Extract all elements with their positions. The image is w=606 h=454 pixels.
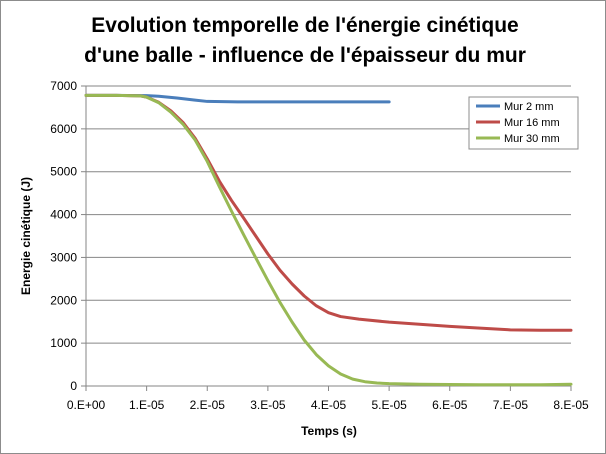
series-lines (84, 93, 573, 387)
x-tick-label: 6.E-05 (432, 398, 468, 412)
legend-label-3: Mur 30 mm (504, 133, 560, 145)
x-tick-label: 7.E-05 (493, 398, 529, 412)
legend: Mur 2 mm Mur 16 mm Mur 30 mm (468, 96, 579, 150)
x-tick-label: 1.E-05 (129, 398, 165, 412)
y-tick-label: 2000 (50, 293, 77, 307)
legend-label-2: Mur 16 mm (504, 117, 560, 129)
y-tick-label: 3000 (50, 250, 77, 264)
y-tick-label: 1000 (50, 336, 77, 350)
x-tick-label: 8.E-05 (553, 398, 589, 412)
y-axis-title: Energie cinétique (J) (19, 177, 33, 295)
legend-label-1: Mur 2 mm (504, 101, 554, 113)
x-tick-label: 4.E-05 (311, 398, 347, 412)
chart-title: Evolution temporelle de l'énergie cinéti… (84, 14, 526, 67)
x-tick-label: 2.E-05 (190, 398, 226, 412)
x-tick-label: 0.E+00 (67, 398, 106, 412)
x-tick-label: 5.E-05 (371, 398, 407, 412)
x-tick-label: 3.E-05 (250, 398, 286, 412)
chart-title-line-1: Evolution temporelle de l'énergie cinéti… (91, 14, 518, 37)
y-tick-label: 7000 (50, 79, 77, 93)
y-tick-label: 5000 (50, 165, 77, 179)
x-axis-title: Temps (s) (301, 424, 357, 438)
series-line-3 (84, 93, 573, 387)
y-tick-label: 0 (70, 379, 77, 393)
y-tick-label: 4000 (50, 208, 77, 222)
tick-labels: 0 1000 2000 3000 4000 5000 6000 7000 0.E+00 1.E-0… (50, 79, 589, 412)
chart-title-line-2: d'une balle - influence de l'épaisseur d… (84, 44, 526, 67)
y-tick-label: 6000 (50, 122, 77, 136)
